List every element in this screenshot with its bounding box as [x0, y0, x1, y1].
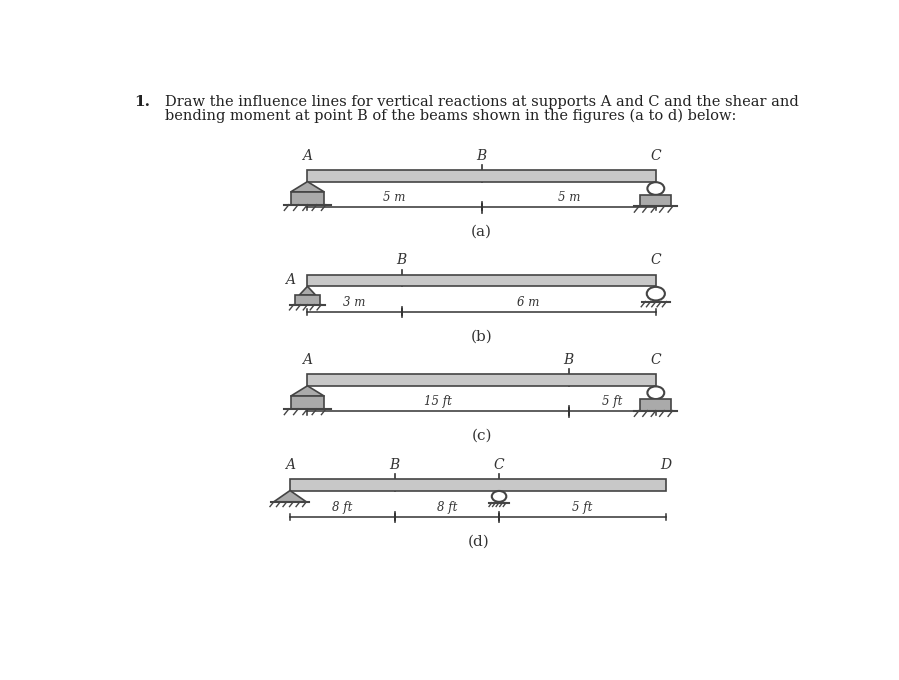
FancyBboxPatch shape	[307, 374, 656, 386]
Text: C: C	[651, 149, 661, 163]
Text: B: B	[564, 353, 574, 367]
Text: bending moment at point B of the beams shown in the figures (a to d) below:: bending moment at point B of the beams s…	[165, 109, 736, 123]
Circle shape	[647, 182, 664, 195]
Text: (c): (c)	[471, 429, 492, 443]
Bar	[640, 195, 672, 206]
Polygon shape	[290, 182, 325, 192]
FancyBboxPatch shape	[307, 170, 656, 182]
Text: C: C	[651, 353, 661, 367]
Circle shape	[492, 491, 506, 502]
Text: Draw the influence lines for vertical reactions at supports A and C and the shea: Draw the influence lines for vertical re…	[165, 95, 798, 109]
Text: A: A	[302, 353, 313, 367]
Text: B: B	[389, 458, 400, 472]
Text: 8 ft: 8 ft	[332, 501, 352, 514]
Text: 5 ft: 5 ft	[602, 395, 622, 408]
Text: (d): (d)	[467, 534, 489, 549]
Bar	[640, 399, 672, 411]
Circle shape	[647, 386, 664, 399]
Polygon shape	[299, 286, 316, 295]
Bar	[290, 396, 325, 409]
Text: 5 ft: 5 ft	[573, 501, 592, 514]
Bar	[295, 295, 320, 305]
Text: A: A	[285, 458, 295, 472]
Text: B: B	[476, 149, 486, 163]
Text: 15 ft: 15 ft	[424, 395, 452, 408]
Text: 3 m: 3 m	[343, 296, 366, 309]
Text: C: C	[494, 458, 504, 472]
Bar	[290, 192, 325, 205]
Text: A: A	[285, 273, 295, 286]
FancyBboxPatch shape	[307, 275, 656, 286]
Text: D: D	[661, 458, 672, 472]
Text: (a): (a)	[471, 224, 492, 239]
Text: B: B	[396, 254, 406, 267]
Text: C: C	[651, 254, 661, 267]
Text: 5 m: 5 m	[383, 191, 405, 204]
Text: 6 m: 6 m	[518, 296, 540, 309]
Circle shape	[646, 287, 665, 301]
Text: (b): (b)	[471, 329, 493, 343]
FancyBboxPatch shape	[290, 479, 666, 490]
Text: 8 ft: 8 ft	[437, 501, 457, 514]
Text: 5 m: 5 m	[557, 191, 580, 204]
Polygon shape	[290, 386, 325, 396]
Text: A: A	[302, 149, 313, 163]
Text: 1.: 1.	[135, 95, 151, 109]
Polygon shape	[273, 490, 307, 502]
